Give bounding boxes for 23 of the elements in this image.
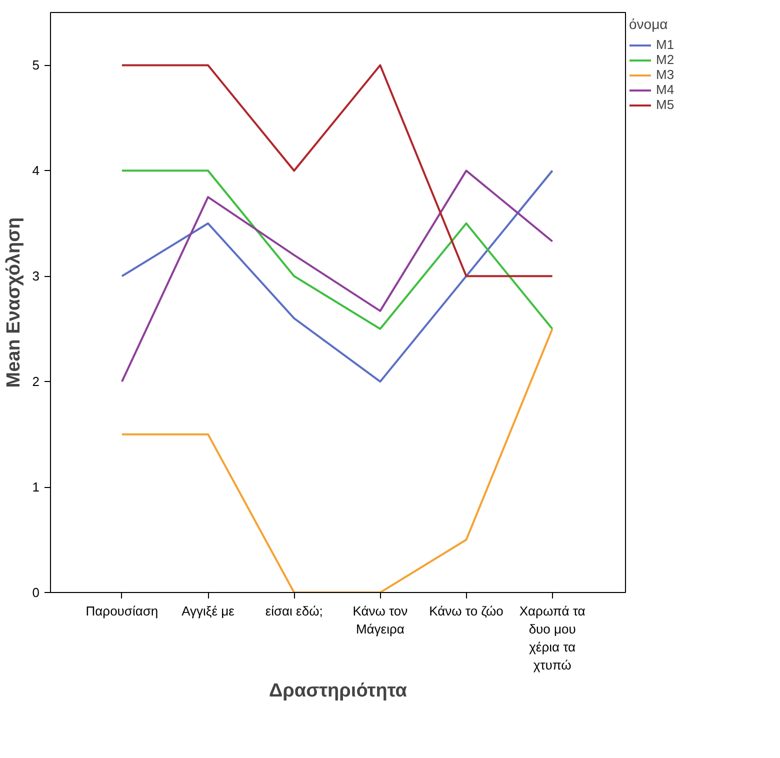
x-tick-label: Κάνω το ζώο bbox=[429, 604, 504, 618]
y-tick-label: 1 bbox=[32, 480, 40, 495]
y-tick-label: 3 bbox=[32, 268, 40, 284]
y-axis-title: Mean Ενασχόληση bbox=[3, 217, 24, 388]
legend-label: M3 bbox=[656, 67, 676, 82]
x-axis-title: Δραστηριότητα bbox=[269, 680, 408, 702]
legend-label: M1 bbox=[656, 37, 676, 52]
x-tick-label: Αγγιξέ με bbox=[182, 604, 235, 618]
y-tick-label: 2 bbox=[32, 374, 40, 390]
x-tick-label: Χαρωπά τα δυο μου χέρια τα χτυπώ bbox=[519, 604, 586, 672]
legend-label: M2 bbox=[656, 52, 676, 67]
y-tick-label: 5 bbox=[32, 58, 40, 73]
legend-label: M4 bbox=[656, 82, 676, 97]
x-tick-label: Κάνω τον Μάγειρα bbox=[352, 604, 408, 636]
y-tick-label: 4 bbox=[32, 163, 40, 178]
line-series bbox=[120, 170, 554, 383]
x-tick-label: είσαι εδώ; bbox=[265, 604, 323, 618]
line-series bbox=[120, 328, 554, 592]
legend-label: M5 bbox=[656, 97, 676, 112]
line-series bbox=[120, 170, 554, 330]
legend-title: όνομα bbox=[629, 16, 669, 32]
y-tick-label: 0 bbox=[32, 585, 40, 600]
x-tick-label: Παρουσίαση bbox=[86, 604, 158, 618]
